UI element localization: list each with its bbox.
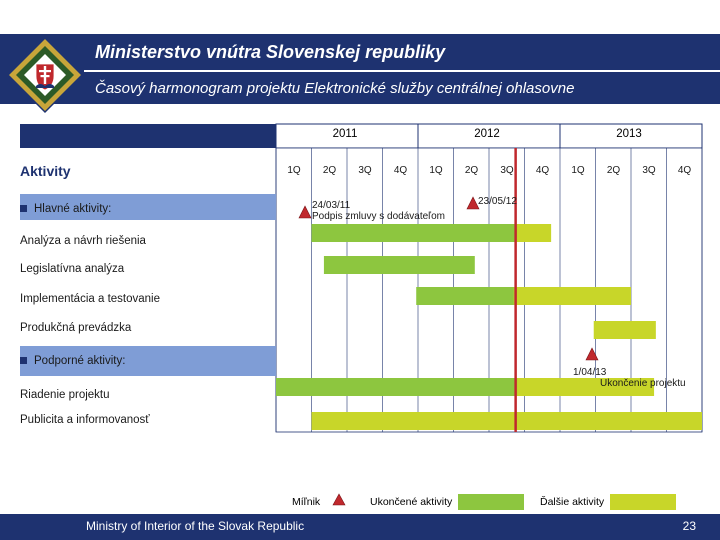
- milestone-triangle-icon: [332, 493, 346, 506]
- coat-of-arms-logo: [6, 36, 84, 114]
- quarter-label: 4Q: [393, 165, 408, 176]
- page-title: Ministerstvo vnútra Slovenskej republiky: [95, 42, 446, 62]
- quarter-label: 3Q: [358, 165, 372, 176]
- support-activities-heading: Podporné aktivity:: [20, 355, 125, 367]
- year-cell: [559, 123, 703, 149]
- legend-milestone-label: Míľnik: [292, 496, 321, 508]
- legend-completed-swatch: [458, 494, 524, 510]
- quarter-label: 2Q: [464, 165, 479, 176]
- activity-bar: [416, 287, 631, 305]
- header-divider: [84, 70, 720, 72]
- page-number: 23: [682, 519, 696, 533]
- year-label: 2012: [474, 128, 500, 140]
- year-label: 2013: [616, 128, 642, 140]
- activity-row-label: Implementácia a testovanie: [20, 293, 160, 305]
- milestone-date: 23/05/12: [478, 196, 517, 207]
- activities-header: Aktivity: [20, 163, 71, 179]
- quarter-label: 1Q: [571, 165, 585, 176]
- milestone-triangle: [298, 205, 312, 219]
- activity-bar: [276, 378, 655, 396]
- quarter-label: 3Q: [500, 165, 514, 176]
- activity-bar: [593, 321, 656, 339]
- footer-bar: Ministry of Interior of the Slovak Repub…: [0, 514, 720, 540]
- quarter-label: 2Q: [322, 165, 337, 176]
- main-activities-band: [20, 194, 276, 220]
- footer-text: Ministry of Interior of the Slovak Repub…: [86, 519, 305, 533]
- quarter-label: 4Q: [677, 165, 692, 176]
- page-subtitle: Časový harmonogram projektu Elektronické…: [95, 80, 575, 97]
- milestone-text: Podpis zmluvy s dodávateľom: [312, 211, 445, 222]
- milestone-date: 24/03/11: [312, 200, 351, 211]
- support-activities-band: [20, 346, 276, 376]
- activity-row-label: Analýza a návrh riešenia: [20, 235, 146, 247]
- legend-further-swatch: [610, 494, 676, 510]
- bullet-icon: [20, 357, 27, 365]
- main-activities-label: Hlavné aktivity:: [34, 203, 112, 215]
- milestone-triangle: [585, 347, 599, 361]
- quarter-label: 3Q: [642, 165, 656, 176]
- milestone-text: Ukončenie projektu: [600, 378, 686, 389]
- activity-bar: [311, 412, 702, 430]
- legend-completed-label: Ukončené aktivity: [370, 496, 453, 508]
- year-label: 2011: [332, 128, 358, 140]
- header-banner: Ministerstvo vnútra Slovenskej republiky…: [0, 34, 720, 104]
- support-activities-label: Podporné aktivity:: [34, 355, 126, 367]
- activity-row-label: Publicita a informovanosť: [20, 414, 150, 426]
- quarter-label: 1Q: [429, 165, 443, 176]
- legend-further-label: Ďalšie aktivity: [540, 496, 605, 508]
- milestone-triangle: [466, 196, 480, 210]
- activity-bar: [323, 256, 475, 274]
- quarter-label: 4Q: [535, 165, 550, 176]
- activity-row-label: Riadenie projektu: [20, 389, 110, 401]
- quarter-label: 1Q: [287, 165, 301, 176]
- quarter-label: 2Q: [606, 165, 621, 176]
- activity-row-label: Produkčná prevádzka: [20, 322, 132, 334]
- activity-bar: [311, 224, 552, 242]
- activity-row-label: Legislatívna analýza: [20, 263, 125, 275]
- main-activities-heading: Hlavné aktivity:: [20, 203, 111, 215]
- bullet-icon: [20, 205, 27, 213]
- milestone-date: 1/04/13: [573, 367, 607, 378]
